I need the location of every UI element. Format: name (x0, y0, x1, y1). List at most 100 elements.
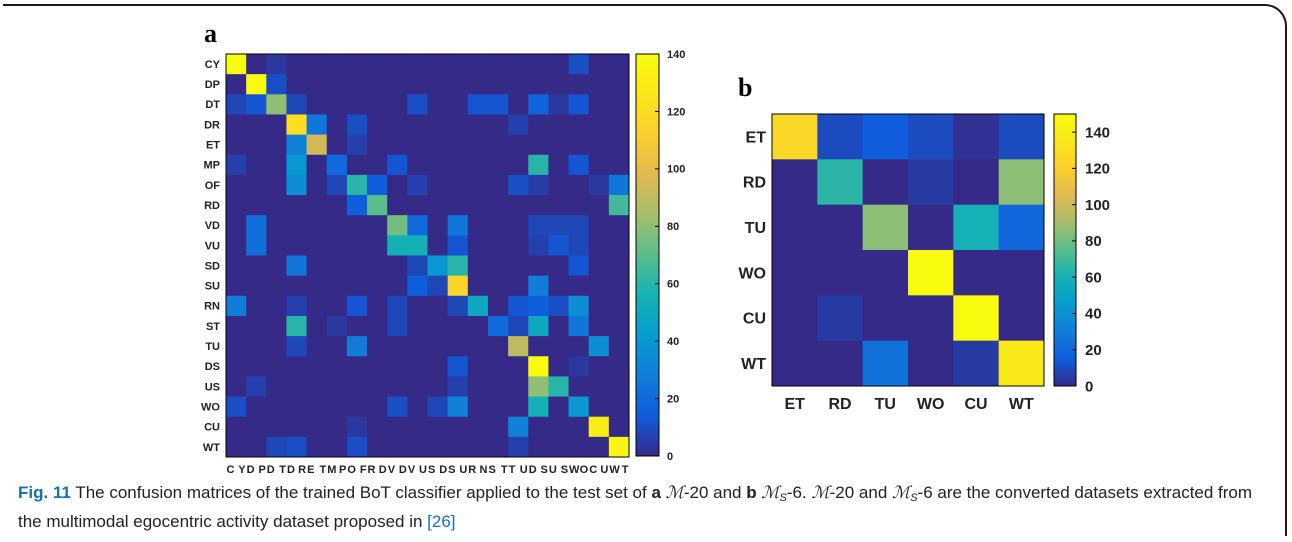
caption-reference-link[interactable]: [26] (427, 512, 456, 531)
matrix-cell (608, 195, 630, 216)
matrix-cell (346, 114, 368, 135)
caption-figure-label: Fig. 11 (18, 483, 71, 502)
row-tick-label: TU (745, 220, 766, 237)
row-tick-label: WT (741, 356, 766, 373)
column-tick-label: ET (307, 464, 326, 476)
matrix-cell (266, 275, 287, 297)
matrix-cell (346, 154, 368, 176)
matrix-cell (306, 94, 328, 115)
matrix-cell (286, 54, 307, 75)
matrix-cell (447, 174, 469, 196)
matrix-cell (387, 255, 408, 277)
matrix-cell (568, 54, 590, 75)
matrix-cell (427, 396, 449, 418)
matrix-cell (817, 114, 864, 160)
matrix-cell (568, 114, 590, 135)
row-tick-label: OF (205, 180, 221, 192)
matrix-cell (226, 436, 247, 458)
matrix-cell (528, 275, 549, 297)
matrix-cell (588, 74, 610, 95)
matrix-cell (266, 94, 287, 115)
matrix-cell (862, 340, 909, 387)
column-tick-label: OF (347, 464, 366, 476)
column-tick-label: SD (428, 464, 447, 476)
column-tick-label: MP (327, 464, 346, 476)
matrix-cell (266, 416, 287, 438)
matrix-cell (908, 204, 954, 251)
matrix-cell (467, 195, 489, 216)
matrix-cell (346, 215, 368, 236)
matrix-cell (588, 275, 610, 297)
matrix-cell (487, 174, 509, 196)
matrix-cell (588, 174, 610, 196)
matrix-cell (508, 376, 529, 397)
matrix-cell (568, 356, 590, 377)
matrix-cell (266, 195, 287, 216)
matrix-cell (367, 54, 388, 75)
matrix-cell (528, 356, 549, 377)
matrix-cell (306, 336, 328, 357)
matrix-cell (467, 396, 489, 418)
matrix-cell (306, 195, 328, 216)
matrix-cell (346, 275, 368, 297)
matrix-cell (326, 416, 348, 438)
matrix-cell (346, 315, 368, 337)
matrix-cell (487, 154, 509, 176)
matrix-cell (862, 250, 909, 296)
matrix-cell (326, 295, 348, 317)
matrix-cell (226, 396, 247, 418)
matrix-cell (226, 195, 247, 216)
matrix-cell (528, 416, 549, 438)
matrix-cell (588, 416, 610, 438)
matrix-cell (487, 376, 509, 397)
matrix-cell (286, 255, 307, 277)
matrix-cell (306, 54, 328, 75)
matrix-cell (528, 134, 549, 156)
matrix-cell (367, 255, 388, 277)
matrix-cell (246, 94, 267, 115)
matrix-cell (427, 416, 449, 438)
matrix-cell (387, 74, 408, 95)
matrix-cell (467, 74, 489, 95)
figure-frame (3, 4, 1287, 536)
column-tick-label: CU (589, 464, 608, 476)
matrix-cell (266, 436, 287, 458)
matrix-cell (447, 336, 469, 357)
matrix-cell (588, 134, 610, 156)
matrix-cell (508, 94, 529, 115)
matrix-cell (387, 215, 408, 236)
matrix-cell (568, 195, 590, 216)
matrix-cell (326, 336, 348, 357)
matrix-cell (407, 255, 428, 277)
matrix-cell (548, 54, 569, 75)
matrix-cell (226, 154, 247, 176)
matrix-cell (286, 154, 307, 176)
matrix-cell (427, 114, 449, 135)
colorbar-tick-label: 120 (1085, 161, 1110, 178)
matrix-cell (608, 275, 630, 297)
matrix-cell (487, 315, 509, 337)
matrix-cell (306, 174, 328, 196)
matrix-cell (306, 154, 328, 176)
matrix-cell (346, 255, 368, 277)
matrix-cell (447, 215, 469, 236)
matrix-cell (508, 215, 529, 236)
matrix-cell (326, 114, 348, 135)
matrix-cell (387, 154, 408, 176)
matrix-cell (608, 356, 630, 377)
matrix-cell (286, 174, 307, 196)
matrix-cell (367, 315, 388, 337)
column-tick-label: US (549, 464, 568, 476)
matrix-cell (226, 376, 247, 397)
matrix-cell (487, 74, 509, 95)
matrix-cell (226, 275, 247, 297)
matrix-cell (306, 215, 328, 236)
matrix-cell (427, 295, 449, 317)
matrix-cell (246, 436, 267, 458)
matrix-cell (447, 295, 469, 317)
matrix-cell (427, 235, 449, 256)
matrix-cell (528, 94, 549, 115)
matrix-cell (427, 94, 449, 115)
matrix-cell (548, 356, 569, 377)
matrix-cell (387, 174, 408, 196)
